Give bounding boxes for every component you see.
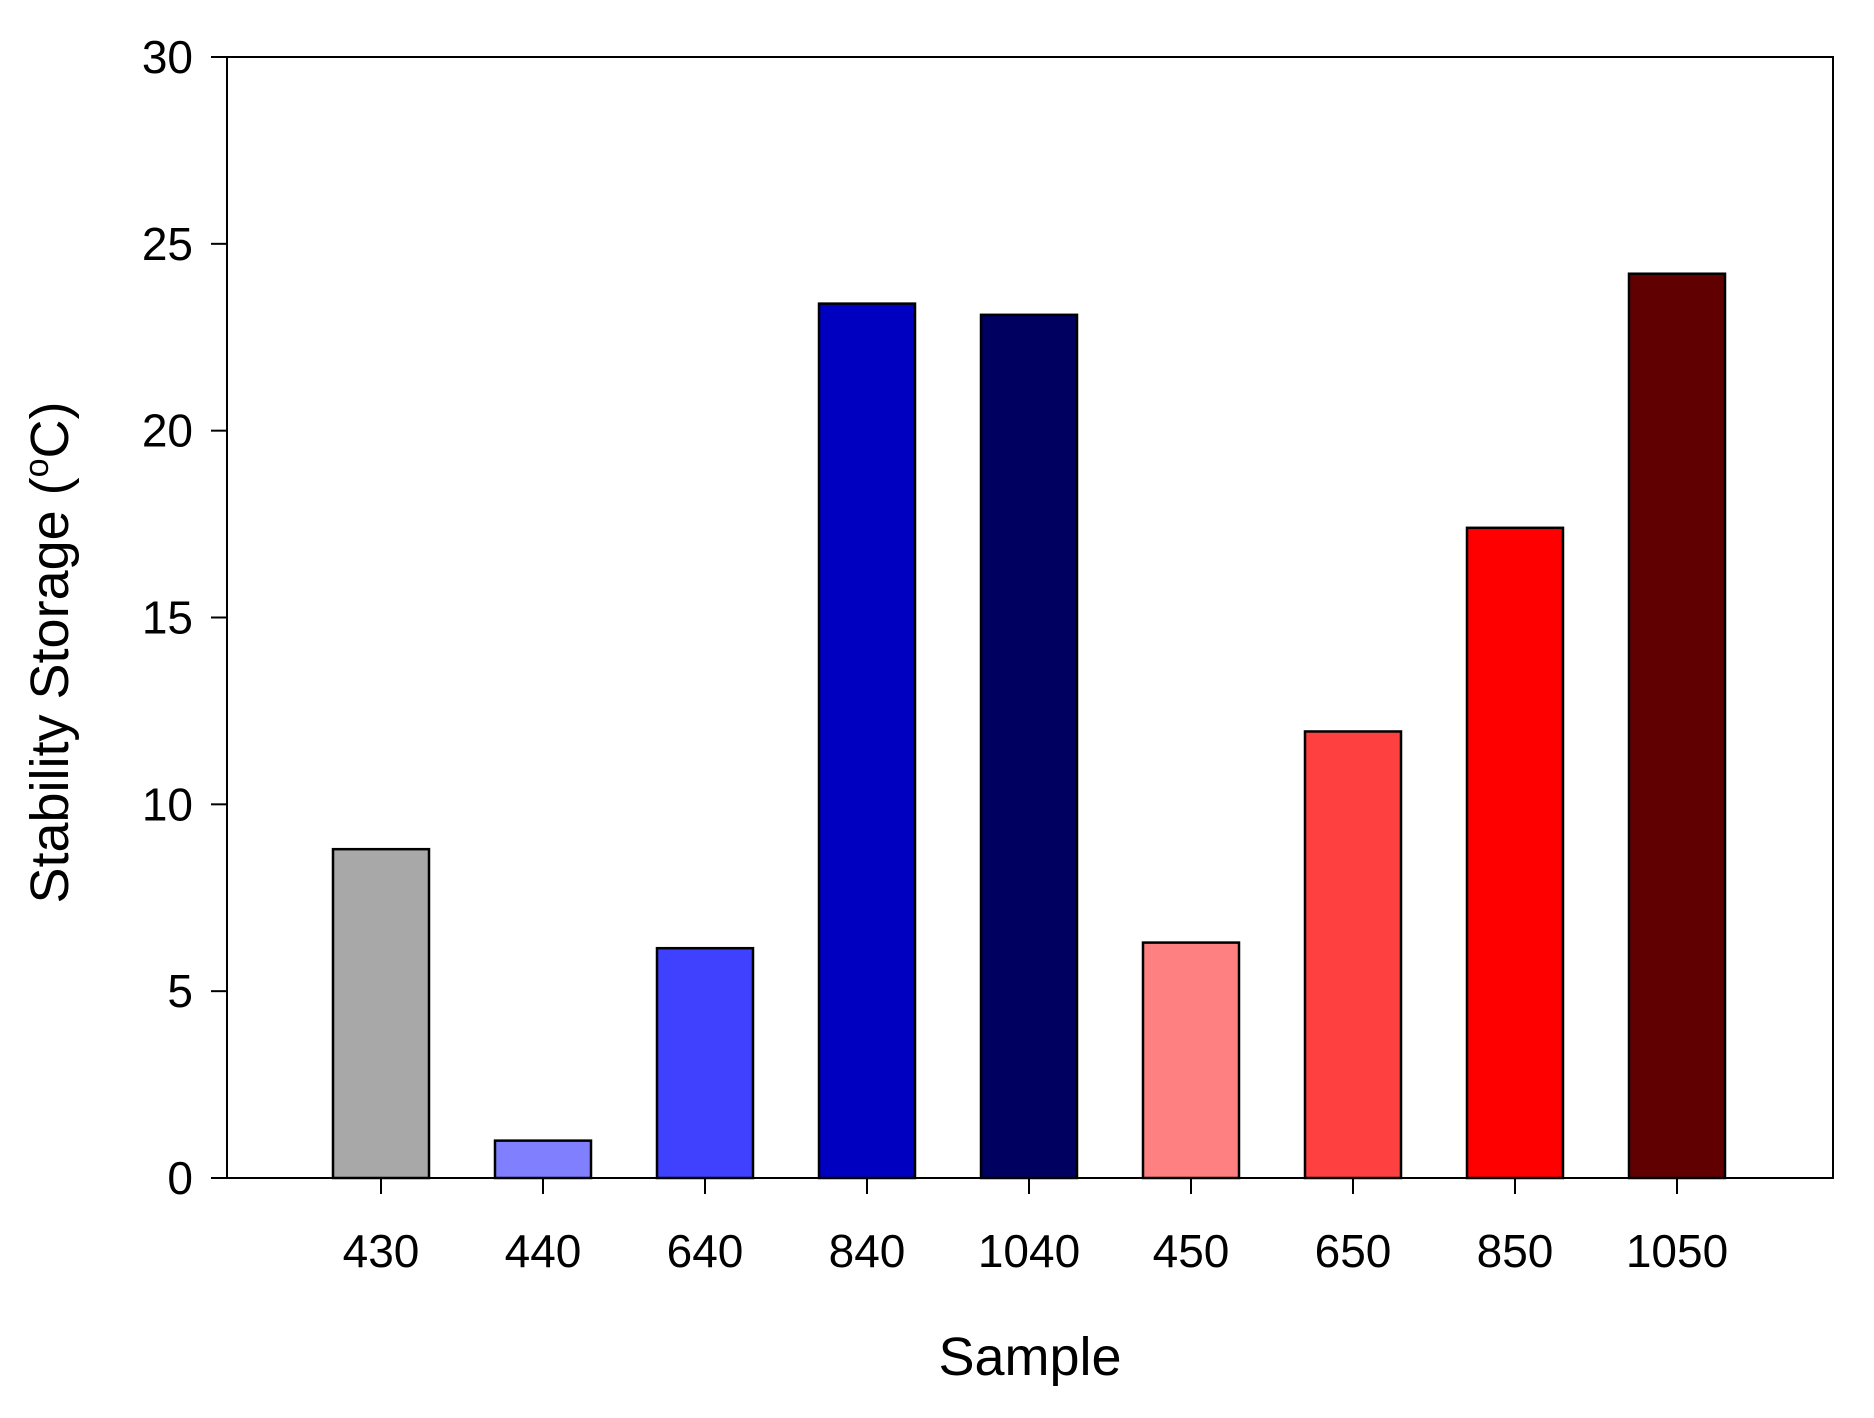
bar-640: [655, 946, 755, 1180]
y-tick-label: 20: [142, 405, 193, 457]
y-axis-title-suffix: C): [20, 401, 80, 458]
x-tick-label: 850: [1477, 1225, 1554, 1277]
y-tick-label: 25: [142, 218, 193, 270]
x-axis: 430 440 640 840 1040 450 650 850 1050: [343, 1178, 1728, 1277]
bar-1050: [1627, 272, 1727, 1180]
x-axis-title: Sample: [938, 1327, 1121, 1387]
y-axis-title: Stability Storage (oC): [18, 401, 80, 903]
bar-450: [1141, 941, 1241, 1180]
bar-840: [817, 302, 917, 1180]
bars-group: [331, 272, 1727, 1180]
bar-430: [331, 847, 431, 1180]
y-tick-label: 15: [142, 592, 193, 644]
x-tick-label: 1040: [978, 1225, 1080, 1277]
x-tick-label: 840: [829, 1225, 906, 1277]
y-tick-label: 30: [142, 31, 193, 83]
bar-850: [1465, 526, 1565, 1180]
x-tick-label: 640: [667, 1225, 744, 1277]
x-tick-label: 430: [343, 1225, 420, 1277]
bar-1040: [979, 313, 1079, 1180]
y-tick-label: 5: [167, 965, 193, 1017]
x-tick-label: 1050: [1626, 1225, 1728, 1277]
y-axis-title-superscript: o: [18, 458, 56, 477]
bar-440: [493, 1139, 593, 1180]
y-axis-title-main: Stability Storage (: [20, 477, 80, 903]
x-tick-label: 450: [1153, 1225, 1230, 1277]
y-tick-label: 0: [167, 1152, 193, 1204]
x-tick-label: 650: [1315, 1225, 1392, 1277]
x-tick-label: 440: [505, 1225, 582, 1277]
bar-650: [1303, 730, 1403, 1180]
y-axis: 0 5 10 15 20 25 30: [142, 31, 227, 1204]
y-tick-label: 10: [142, 778, 193, 830]
